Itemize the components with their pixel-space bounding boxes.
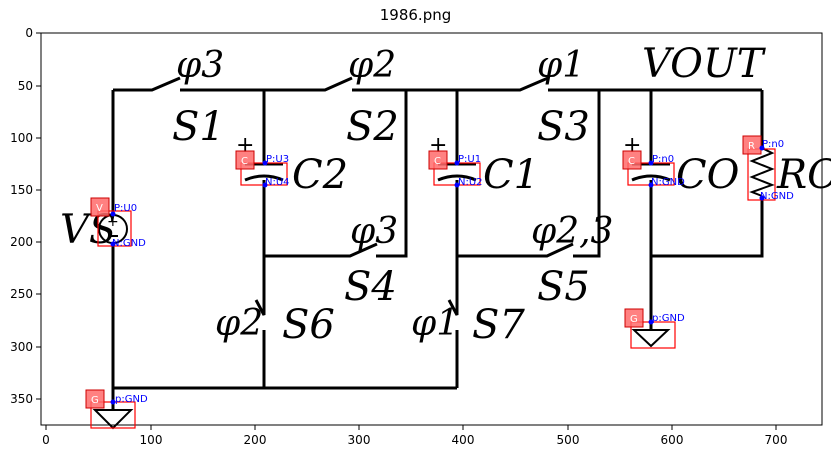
x-tick-label: 0 bbox=[42, 433, 50, 447]
switch-label: S7 bbox=[472, 302, 525, 348]
x-tick-label: 700 bbox=[765, 433, 788, 447]
switch-label: S6 bbox=[282, 302, 335, 348]
y-tick-label: 350 bbox=[10, 392, 33, 406]
phase-label: φ2 bbox=[348, 45, 396, 86]
annotation-ground: G p:GND bbox=[85, 389, 148, 429]
y-tick-label: 300 bbox=[10, 340, 33, 354]
pin-label: p:GND bbox=[115, 394, 148, 405]
circuit-labels: φ3 φ2 φ1 VOUT S1 S2 S3 C2 C1 CO RO VS φ3… bbox=[60, 41, 831, 348]
pin-label: N:GND bbox=[760, 191, 794, 202]
ground-symbol bbox=[631, 329, 671, 348]
annotation-capacitor-c2: C P:U3 N:U4 bbox=[235, 150, 290, 188]
x-tick-label: 500 bbox=[557, 433, 580, 447]
circuit-wires bbox=[111, 76, 764, 410]
pin-label: P:n0 bbox=[652, 154, 674, 165]
pin-label: p:GND bbox=[652, 313, 685, 324]
y-tick-label: 100 bbox=[10, 131, 33, 145]
x-axis: 0 100 200 300 400 500 600 700 bbox=[42, 425, 787, 447]
y-tick-label: 250 bbox=[10, 287, 33, 301]
pin-label: P:n0 bbox=[762, 139, 784, 150]
svg-text:+: + bbox=[107, 214, 119, 230]
x-tick-label: 600 bbox=[661, 433, 684, 447]
y-tick-label: 200 bbox=[10, 235, 33, 249]
x-tick-label: 400 bbox=[452, 433, 475, 447]
phase-label: φ3 bbox=[176, 45, 224, 86]
switch-label: S3 bbox=[537, 104, 590, 150]
vout-label: VOUT bbox=[642, 41, 767, 87]
pin-label: N:GND bbox=[112, 238, 146, 249]
capacitor-label: CO bbox=[676, 152, 739, 198]
y-tick-label: 150 bbox=[10, 183, 33, 197]
annotation-voltage-source: V P:U0 N:GND bbox=[90, 197, 146, 249]
annotation-tag: G bbox=[630, 314, 638, 325]
y-axis: 0 50 100 150 200 250 300 350 bbox=[10, 26, 41, 406]
annotation-tag: R bbox=[748, 141, 755, 152]
annotation-capacitor-co: C P:n0 N:GND bbox=[622, 150, 685, 188]
phase-label: φ2,3 bbox=[531, 211, 613, 252]
x-tick-label: 200 bbox=[244, 433, 267, 447]
phase-label: φ1 bbox=[411, 303, 459, 344]
pin-label: N:GND bbox=[651, 177, 685, 188]
switch-label: S2 bbox=[346, 104, 399, 150]
y-tick-label: 50 bbox=[18, 79, 33, 93]
annotation-tag: V bbox=[96, 203, 103, 214]
pin-label: P:U1 bbox=[458, 154, 481, 165]
plot-frame bbox=[40, 32, 823, 426]
annotation-capacitor-c1: C P:U1 N:U2 bbox=[428, 150, 483, 188]
annotation-tag: G bbox=[91, 395, 99, 406]
x-tick-label: 100 bbox=[140, 433, 163, 447]
switch-label: S1 bbox=[172, 104, 225, 150]
pin-label: P:U3 bbox=[266, 154, 289, 165]
ground-symbol bbox=[92, 409, 134, 430]
y-tick-label: 0 bbox=[25, 26, 33, 40]
switch-label: S5 bbox=[537, 264, 590, 310]
annotation-resistor-ro: R P:n0 N:GND bbox=[742, 135, 794, 202]
phase-label: φ3 bbox=[350, 211, 398, 252]
pin-label: N:U2 bbox=[458, 177, 483, 188]
annotation-tag: C bbox=[434, 156, 441, 167]
plot-title: 1986.png bbox=[379, 6, 452, 24]
capacitor-label: C1 bbox=[483, 152, 539, 198]
resistor-label: RO bbox=[776, 152, 831, 198]
annotation-tag: C bbox=[241, 156, 248, 167]
phase-label: φ1 bbox=[537, 45, 585, 86]
annotation-ground: G p:GND bbox=[624, 308, 685, 349]
x-tick-label: 300 bbox=[348, 433, 371, 447]
phase-label: φ2 bbox=[215, 303, 263, 344]
switch-label: S4 bbox=[344, 264, 397, 310]
resistor-ro bbox=[749, 147, 775, 197]
annotation-tag: C bbox=[628, 156, 635, 167]
pin-label: P:U0 bbox=[114, 203, 137, 214]
capacitor-label: C2 bbox=[292, 152, 348, 198]
pin-label: N:U4 bbox=[265, 177, 290, 188]
